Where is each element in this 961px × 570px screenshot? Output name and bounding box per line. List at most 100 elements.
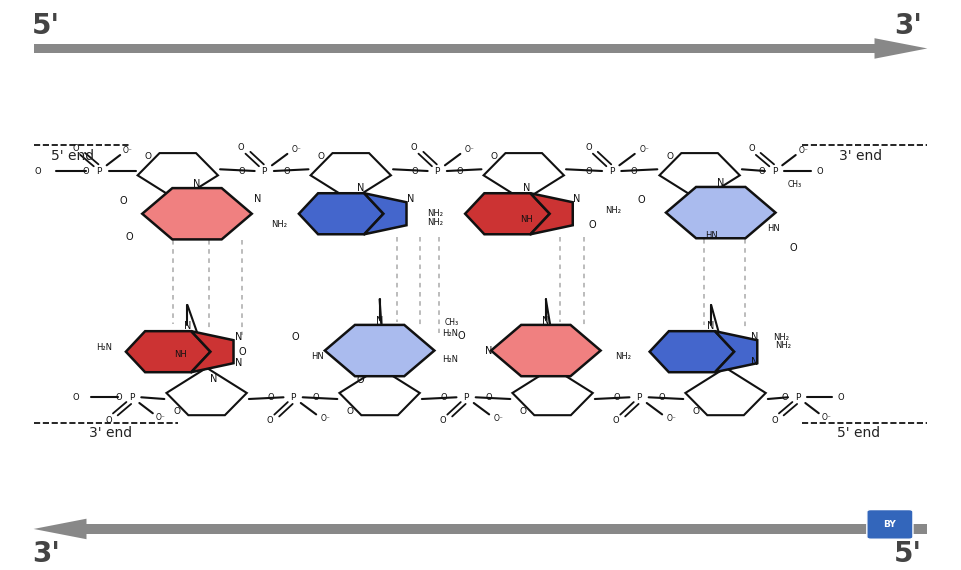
- Text: O: O: [613, 416, 619, 425]
- Text: N: N: [234, 332, 242, 343]
- Text: O: O: [637, 195, 645, 205]
- Text: O: O: [692, 407, 699, 416]
- Text: N: N: [542, 316, 550, 326]
- Text: O: O: [267, 416, 273, 425]
- Polygon shape: [483, 153, 564, 201]
- Text: O: O: [749, 144, 754, 153]
- Text: O⁻: O⁻: [156, 413, 165, 422]
- Text: O: O: [346, 407, 353, 416]
- Text: O: O: [485, 393, 492, 402]
- Text: NH₂: NH₂: [776, 341, 791, 351]
- Text: N: N: [484, 345, 492, 356]
- Text: NH₂: NH₂: [774, 333, 789, 342]
- Text: O: O: [440, 393, 447, 402]
- Text: N: N: [751, 332, 758, 343]
- Polygon shape: [491, 325, 601, 376]
- Text: CH₃: CH₃: [445, 317, 458, 327]
- Text: O: O: [173, 407, 180, 416]
- Text: 3' end: 3' end: [839, 149, 881, 162]
- Text: 5' end: 5' end: [837, 426, 879, 440]
- Text: P: P: [772, 166, 777, 176]
- Polygon shape: [191, 331, 234, 372]
- Text: O⁻: O⁻: [321, 414, 331, 424]
- Text: O: O: [238, 347, 246, 357]
- Polygon shape: [166, 368, 247, 415]
- Text: O: O: [781, 393, 788, 402]
- Text: O: O: [789, 243, 797, 253]
- Polygon shape: [715, 331, 757, 372]
- Text: NH₂: NH₂: [615, 352, 630, 361]
- Polygon shape: [137, 153, 218, 201]
- Text: N: N: [209, 374, 217, 384]
- Text: NH₂: NH₂: [428, 209, 443, 218]
- Text: NH₂: NH₂: [605, 206, 621, 215]
- Text: P: P: [795, 393, 801, 402]
- Text: O⁻: O⁻: [799, 146, 808, 155]
- Text: O: O: [411, 166, 418, 176]
- Text: O: O: [758, 166, 765, 176]
- Text: O: O: [312, 393, 319, 402]
- Text: HN: HN: [704, 231, 718, 240]
- Text: P: P: [463, 393, 469, 402]
- Text: O: O: [585, 143, 592, 152]
- Text: NH: NH: [174, 350, 187, 359]
- Text: N: N: [376, 316, 383, 326]
- Polygon shape: [339, 368, 420, 415]
- Text: N: N: [234, 358, 242, 368]
- Polygon shape: [299, 193, 383, 234]
- Text: O: O: [838, 393, 845, 402]
- Polygon shape: [325, 325, 434, 376]
- Polygon shape: [34, 44, 875, 53]
- Text: O: O: [267, 393, 274, 402]
- Text: BY: BY: [883, 520, 897, 529]
- Text: CH₃: CH₃: [788, 180, 801, 189]
- Text: O: O: [440, 416, 446, 425]
- Text: O⁻: O⁻: [494, 414, 504, 424]
- Text: H₂N: H₂N: [442, 355, 457, 364]
- Polygon shape: [666, 187, 776, 238]
- Text: O: O: [586, 166, 592, 176]
- Polygon shape: [875, 38, 927, 59]
- Text: O⁻: O⁻: [639, 145, 650, 154]
- Text: HN: HN: [310, 352, 324, 361]
- Polygon shape: [126, 331, 210, 372]
- Text: N: N: [523, 183, 530, 193]
- Text: 3' end: 3' end: [89, 426, 132, 440]
- Text: H₂N: H₂N: [442, 329, 457, 338]
- Text: O: O: [126, 231, 134, 242]
- Text: O: O: [72, 393, 79, 402]
- Text: O: O: [238, 143, 244, 152]
- Text: O: O: [83, 166, 89, 176]
- Polygon shape: [685, 368, 766, 415]
- Text: N: N: [357, 183, 364, 193]
- Text: O: O: [658, 393, 665, 402]
- Polygon shape: [364, 193, 407, 234]
- Text: O: O: [613, 393, 620, 402]
- Text: O: O: [115, 393, 122, 402]
- Text: O: O: [283, 166, 290, 176]
- Polygon shape: [530, 193, 573, 234]
- Polygon shape: [512, 368, 593, 415]
- Text: O: O: [631, 166, 637, 176]
- Text: O: O: [144, 152, 151, 161]
- Text: O⁻: O⁻: [292, 145, 302, 154]
- Text: 5': 5': [32, 11, 61, 40]
- Polygon shape: [650, 331, 734, 372]
- Text: N: N: [407, 194, 414, 205]
- Text: O: O: [411, 143, 417, 152]
- Polygon shape: [142, 188, 252, 239]
- Text: N: N: [184, 321, 191, 331]
- Text: N: N: [751, 357, 758, 367]
- Text: O: O: [457, 331, 465, 341]
- Polygon shape: [34, 519, 86, 539]
- Polygon shape: [465, 193, 550, 234]
- Text: N: N: [254, 194, 261, 205]
- Text: 5' end: 5' end: [51, 149, 93, 162]
- FancyBboxPatch shape: [867, 510, 913, 539]
- Polygon shape: [310, 153, 391, 201]
- Text: P: P: [434, 166, 440, 176]
- Text: NH: NH: [520, 215, 533, 224]
- Text: N: N: [193, 179, 201, 189]
- Text: N: N: [717, 178, 725, 188]
- Text: O: O: [357, 375, 364, 385]
